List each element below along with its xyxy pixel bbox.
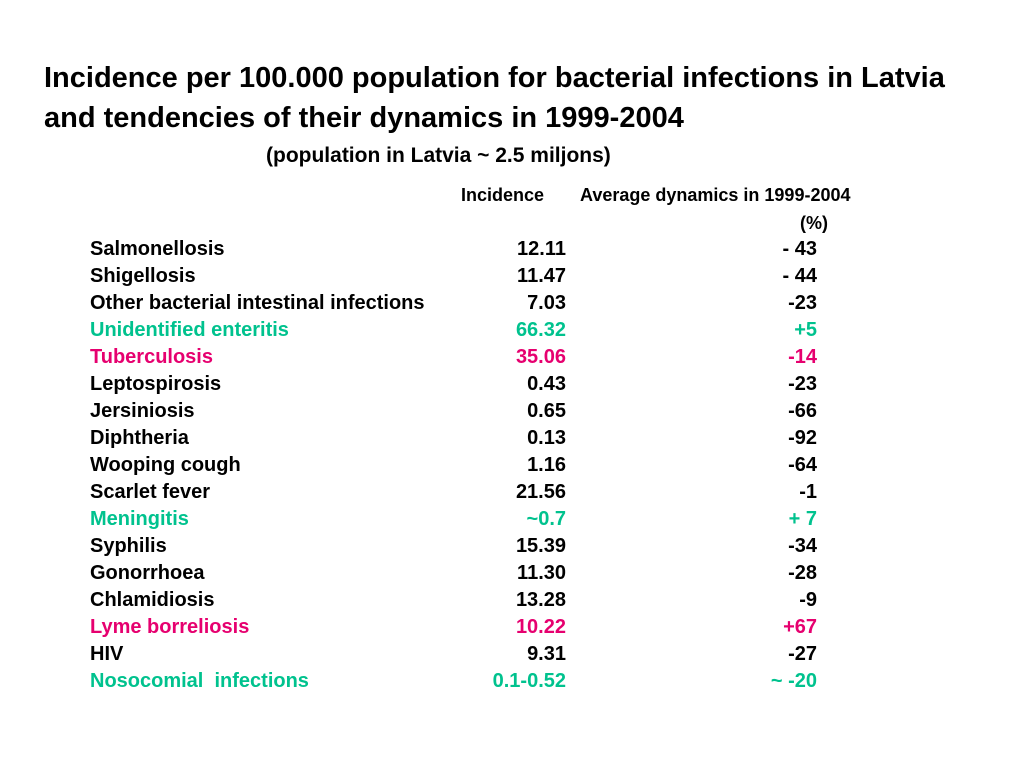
table-row: Diphtheria 0.13 -92 <box>0 425 1024 452</box>
incidence-value: 0.43 <box>527 373 566 395</box>
table-row: Leptospirosis 0.43 -23 <box>0 371 1024 398</box>
slide-title: Incidence per 100.000 population for bac… <box>44 62 945 134</box>
infection-name: Other bacterial intestinal infections <box>90 292 425 314</box>
incidence-value: 0.65 <box>527 400 566 422</box>
dynamics-value: -14 <box>788 346 817 368</box>
dynamics-value: -66 <box>788 400 817 422</box>
dynamics-value: -9 <box>799 589 817 611</box>
incidence-value: 15.39 <box>515 535 566 557</box>
infection-name: Unidentified enteritis <box>90 319 289 341</box>
infection-name: Meningitis <box>90 508 189 530</box>
incidence-value: 1.16 <box>527 454 566 476</box>
dynamics-value: +5 <box>794 319 817 341</box>
table-row: Tuberculosis 35.06 -14 <box>0 344 1024 371</box>
infection-name: Diphtheria <box>90 427 189 449</box>
infection-name: Wooping cough <box>90 454 241 476</box>
dynamics-value: -28 <box>788 562 817 584</box>
slide-subtitle: (population in Latvia ~ 2.5 miljons) <box>266 144 611 167</box>
dynamics-value: - 43 <box>782 238 817 260</box>
incidence-value: 11.30 <box>517 562 566 584</box>
table-row: Chlamidiosis 13.28 -9 <box>0 587 1024 614</box>
incidence-value: 11.47 <box>517 265 566 287</box>
infection-name: Gonorrhoea <box>90 562 205 584</box>
infection-name: Lyme borreliosis <box>90 616 250 638</box>
dynamics-unit-label: (%) <box>800 213 828 233</box>
dynamics-column-header: Average dynamics in 1999-2004 <box>580 185 851 205</box>
infection-name: Nosocomial infections <box>90 670 309 692</box>
table-row: Shigellosis 11.47 - 44 <box>0 263 1024 290</box>
incidence-value: 13.28 <box>515 589 566 611</box>
dynamics-value: + 7 <box>788 508 817 530</box>
infection-name: Jersiniosis <box>90 400 195 422</box>
dynamics-value: -23 <box>788 373 817 395</box>
dynamics-value: +67 <box>783 616 817 638</box>
incidence-value: 9.31 <box>527 643 566 665</box>
dynamics-value: -64 <box>788 454 817 476</box>
table-row: Meningitis ~0.7 + 7 <box>0 506 1024 533</box>
dynamics-value: -92 <box>788 427 817 449</box>
table-row: Wooping cough 1.16 -64 <box>0 452 1024 479</box>
incidence-value: 0.1-0.52 <box>492 670 566 692</box>
infection-name: Shigellosis <box>90 265 196 287</box>
incidence-column-header: Incidence <box>461 185 545 205</box>
incidence-value: 12.11 <box>517 238 566 260</box>
infection-name: Syphilis <box>90 535 167 557</box>
incidence-value: 21.56 <box>515 481 566 503</box>
dynamics-value: ~ -20 <box>770 670 817 692</box>
infection-name: Tuberculosis <box>90 346 213 368</box>
dynamics-value: - 44 <box>782 265 817 287</box>
dynamics-value: -23 <box>788 292 817 314</box>
table-row: HIV 9.31 -27 <box>0 641 1024 668</box>
dynamics-value: -1 <box>799 481 817 503</box>
infection-name: Leptospirosis <box>90 373 222 395</box>
table-row: Nosocomial infections 0.1-0.52 ~ -20 <box>0 668 1024 695</box>
incidence-value: ~0.7 <box>526 508 566 530</box>
incidence-value: 35.06 <box>515 346 566 368</box>
dynamics-value: -27 <box>788 643 817 665</box>
infection-name: Salmonellosis <box>90 238 225 260</box>
incidence-value: 66.32 <box>515 319 566 341</box>
incidence-value: 10.22 <box>515 616 566 638</box>
incidence-value: 0.13 <box>527 427 566 449</box>
table-row: Other bacterial intestinal infections 7.… <box>0 290 1024 317</box>
table-row: Syphilis 15.39 -34 <box>0 533 1024 560</box>
infection-name: HIV <box>90 643 124 665</box>
table-row: Jersiniosis 0.65 -66 <box>0 398 1024 425</box>
table-row: Gonorrhoea 11.30 -28 <box>0 560 1024 587</box>
infection-name: Scarlet fever <box>90 481 211 503</box>
dynamics-value: -34 <box>788 535 817 557</box>
table-row: Unidentified enteritis 66.32 +5 <box>0 317 1024 344</box>
table-row: Salmonellosis 12.11 - 43 <box>0 236 1024 263</box>
infection-name: Chlamidiosis <box>90 589 215 611</box>
incidence-value: 7.03 <box>527 292 566 314</box>
table-row: Lyme borreliosis 10.22 +67 <box>0 614 1024 641</box>
table-row: Scarlet fever 21.56 -1 <box>0 479 1024 506</box>
